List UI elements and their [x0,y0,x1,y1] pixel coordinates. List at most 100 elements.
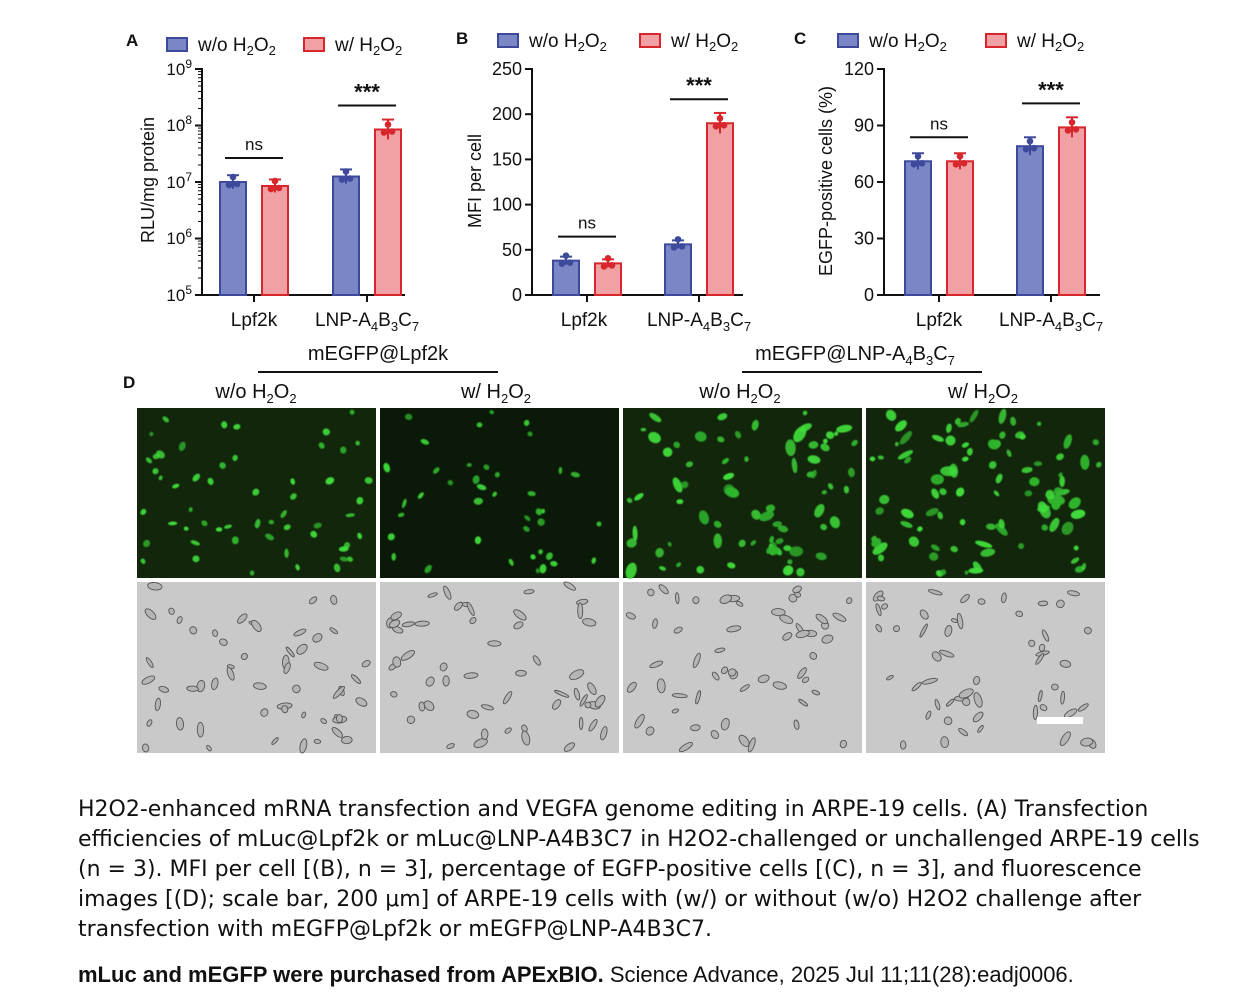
brightfield-cell [283,662,291,674]
brightfield-cell [469,617,477,625]
fluorescent-cell [875,507,884,515]
brightfield-cell [504,727,512,734]
brightfield-cell [1059,659,1072,668]
fluorescent-cell [807,455,821,464]
brightfield-cell [846,597,853,605]
fluorescent-cell [696,565,705,574]
fluorescent-cell [836,424,853,433]
brightfield-cell [771,608,786,617]
brightfield-cell [175,717,185,731]
x-tick-label: Lpf2k [916,310,963,331]
fluorescent-cell [310,530,318,538]
brightfield-cell [772,681,787,690]
brightfield-cell [1038,643,1046,652]
brightfield-cell [972,711,984,723]
fluorescent-cell [145,457,152,464]
fluorescent-cell [899,431,913,445]
fluorescent-cell [814,503,825,518]
significance-label: *** [1038,77,1064,102]
fluorescent-cell [721,457,730,465]
brightfield-cell [875,603,882,616]
fluorescent-cell [940,569,947,576]
fluorescent-cell [1061,521,1074,535]
fluorescent-cell [1049,517,1060,532]
scale-bar [1037,717,1083,724]
brightfield-cell [943,716,953,726]
brightfield-cell [671,708,680,714]
fluorescent-cell [717,413,728,421]
significance-label: ns [930,114,948,133]
fluorescent-cells [625,410,858,579]
fluorescent-cell [667,541,672,547]
fluorescent-cell [821,490,827,495]
fluorescent-cell [713,533,723,549]
data-point [558,260,566,267]
brightfield-cell [341,736,353,745]
brightfield-cell [312,633,323,643]
fluorescent-cell [1018,543,1025,550]
brightfield-cell [141,675,156,685]
data-point [956,152,964,160]
fluorescent-cell [930,474,944,485]
fluorescent-cell [751,509,761,520]
fluorescent-cell [538,549,543,555]
brightfield-cell [388,619,401,629]
brightfield-cell [142,743,150,753]
data-point [229,173,237,181]
fluorescent-cell [168,521,178,526]
fluorescent-cell [280,510,287,518]
fluorescent-cell [483,464,490,470]
brightfield-cell [944,625,953,637]
y-tick-label: 108 [166,113,192,135]
brightfield-cell [466,709,480,719]
brightfield-cell [281,705,289,714]
brightfield-cell [350,674,362,684]
panel-a-legend: w/o H2O2 w/ H2O2 [166,35,402,58]
brightfield-cell [463,672,479,679]
brightfield-cell [911,681,922,692]
brightfield-cell [793,719,800,730]
fluorescence-image [380,408,619,578]
fluorescent-cell [931,434,944,442]
legend-label-wo: w/o H2O2 [528,31,607,54]
legend-swatch-wo [497,33,519,48]
fluorescent-cell [433,467,440,474]
brightfield-cell [899,740,907,750]
brightfield-cell [147,582,163,591]
brightfield-cell [320,718,327,725]
fluorescent-cell [424,564,432,574]
brightfield-cells [386,581,608,752]
figure-caption: H2O2-enhanced mRNA transfection and VEGF… [78,797,1200,942]
brightfield-cell [292,684,301,694]
brightfield-cell [587,682,597,696]
brightfield-cell [1028,639,1036,647]
brightfield-cell [797,667,807,679]
brightfield-cell [330,594,338,605]
brightfield-cell [1080,737,1094,747]
fluorescent-cell [537,518,545,526]
data-point [562,252,570,259]
fluorescent-cell [192,473,201,482]
fluorescent-cell [172,483,180,489]
data-point [952,160,960,168]
fluorescent-cell [596,521,602,527]
data-point [720,121,728,129]
fluorescent-cell [955,487,965,497]
y-tick-label: 105 [166,283,192,305]
brightfield-cell [626,681,637,693]
fluorescent-cell [713,520,722,528]
brightfield-cell [582,618,597,627]
y-tick-label: 120 [844,59,874,79]
fluorescent-cell [249,570,255,576]
fluorescent-cell [698,510,710,525]
fluorescent-cell [759,510,775,522]
fluorescent-cell [1070,557,1080,564]
fluorescent-cell [995,523,1008,536]
data-point [1068,119,1076,126]
fluorescent-cell [734,430,742,439]
x-tick-label: Lpf2k [561,310,608,331]
brightfield-cell [801,676,810,684]
fluorescent-cell [192,555,200,563]
panel-a-label: A [126,31,138,50]
fluorescent-cell [673,441,681,449]
